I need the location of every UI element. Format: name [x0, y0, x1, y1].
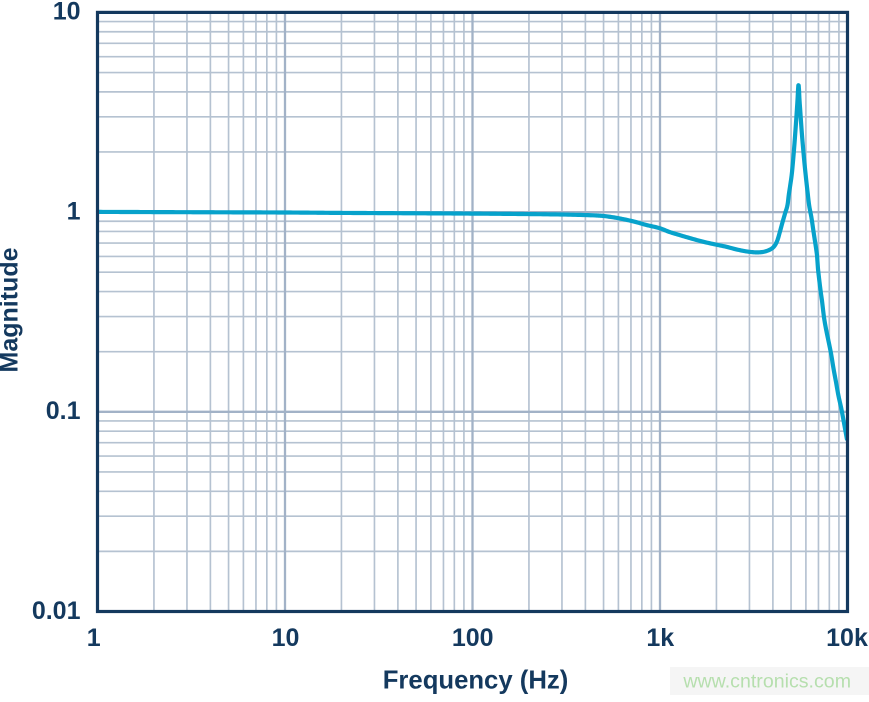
svg-text:10k: 10k	[826, 624, 868, 652]
svg-text:Frequency (Hz): Frequency (Hz)	[383, 667, 569, 695]
svg-text:10: 10	[272, 624, 300, 652]
svg-text:Magnitude: Magnitude	[0, 247, 24, 372]
svg-text:1k: 1k	[646, 624, 674, 652]
svg-text:www.cntronics.com: www.cntronics.com	[682, 671, 851, 693]
svg-text:100: 100	[452, 624, 494, 652]
svg-text:1: 1	[87, 624, 101, 652]
svg-text:1: 1	[67, 197, 81, 225]
svg-text:0.01: 0.01	[32, 597, 81, 625]
svg-text:0.1: 0.1	[46, 397, 81, 425]
svg-text:10: 10	[53, 0, 81, 26]
